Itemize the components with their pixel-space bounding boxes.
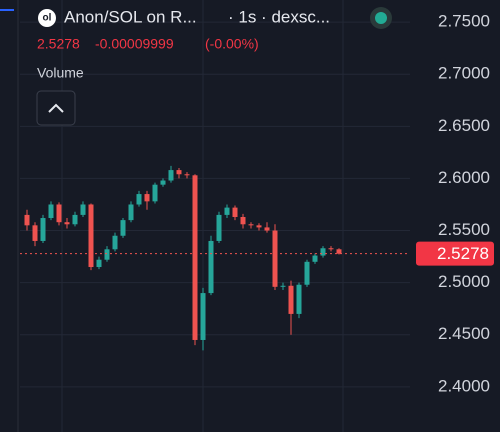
- candle-body: [176, 170, 182, 175]
- candle-body: [160, 180, 166, 185]
- candle-body: [312, 255, 318, 262]
- candle-body: [216, 214, 222, 241]
- logo-glyph: ol: [43, 13, 52, 24]
- candle-body: [32, 225, 38, 241]
- candle-body: [152, 184, 158, 202]
- candles: [20, 165, 410, 351]
- candle-body: [88, 204, 94, 268]
- header-change-pct: (-0.00%): [205, 36, 259, 52]
- candle-body: [296, 284, 302, 314]
- y-tick-label: 2.7000: [438, 64, 490, 83]
- candle-body: [320, 248, 326, 256]
- candle-body: [40, 218, 46, 241]
- last-price-badge: [416, 241, 494, 266]
- status-dot: [375, 12, 387, 24]
- candle-body: [328, 248, 334, 250]
- candle-body: [104, 249, 110, 260]
- y-tick-label: 2.4500: [438, 324, 490, 343]
- y-tick-label: 2.4000: [438, 376, 490, 395]
- candle-body: [112, 235, 118, 250]
- candle-body: [64, 222, 70, 225]
- grid: [20, 21, 410, 388]
- candle-body: [264, 227, 270, 231]
- candle-body: [272, 230, 278, 287]
- candle-body: [192, 175, 198, 340]
- candle-body: [224, 207, 230, 215]
- indicator-label: Volume: [37, 65, 84, 81]
- header-change: -0.00009999: [95, 36, 174, 52]
- candle-body: [288, 285, 294, 314]
- chart-subtitle: · 1s · dexsc...: [228, 7, 330, 26]
- candle-body: [128, 204, 134, 221]
- candle-body: [56, 204, 62, 223]
- candle-body: [48, 204, 54, 219]
- candle-body: [24, 214, 30, 226]
- chevron-up: [48, 103, 64, 113]
- y-tick-label: 2.5000: [438, 272, 490, 291]
- candle-body: [336, 249, 342, 254]
- candle-body: [96, 259, 102, 268]
- last-price-label: 2.5278: [437, 244, 489, 263]
- collapse-button[interactable]: [36, 90, 76, 126]
- candle-body: [240, 216, 246, 225]
- candle-body: [280, 285, 286, 287]
- candle-body: [168, 170, 174, 181]
- candle-body: [184, 174, 190, 176]
- y-tick-label: 2.5500: [438, 220, 490, 239]
- candle-body: [120, 220, 126, 236]
- vertical-grid: [61, 0, 344, 432]
- price-axis: 2.4000 2.4500 2.5000 2.5500 2.6000 2.6500 2.70…: [416, 12, 494, 395]
- candle-body: [200, 293, 206, 340]
- candle-body: [232, 207, 238, 217]
- y-tick-label: 2.6000: [438, 168, 490, 187]
- candle-body: [248, 224, 254, 226]
- candle-body: [256, 225, 262, 228]
- logo: [38, 9, 56, 27]
- candle-body: [80, 204, 86, 215]
- candle-body: [304, 261, 310, 285]
- y-tick-label: 2.7500: [438, 12, 490, 31]
- candle-body: [208, 240, 214, 294]
- chart-title: Anon/SOL on R...: [64, 7, 197, 26]
- candle-body: [144, 194, 150, 202]
- candle-body: [136, 194, 142, 205]
- header-price: 2.5278: [37, 36, 80, 52]
- candle-body: [72, 214, 78, 225]
- y-tick-label: 2.6500: [438, 116, 490, 135]
